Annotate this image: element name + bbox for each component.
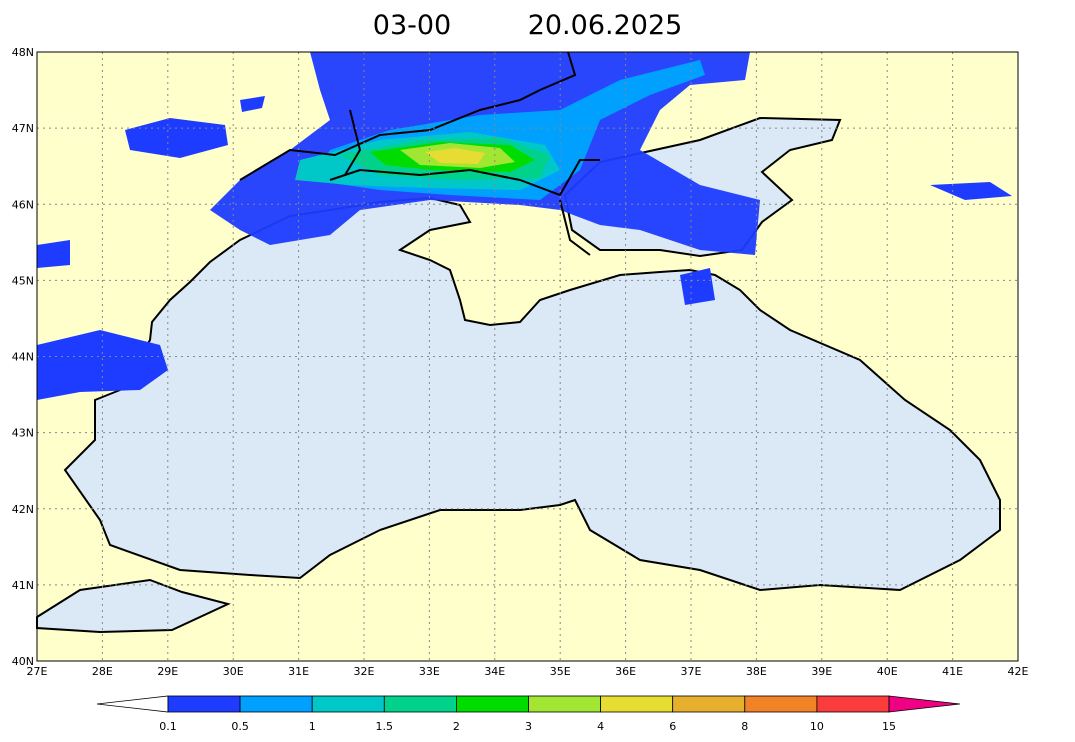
colorbar: 0.1 0.5 1 1.5 2 3 4 6 8 10 15 <box>96 695 961 733</box>
precip-area <box>425 148 485 164</box>
lat-label: 48N <box>12 46 34 59</box>
colorbar-segment <box>167 695 241 713</box>
sea-of-marmara <box>36 578 231 634</box>
lat-label: 47N <box>12 122 34 135</box>
colorbar-segment <box>816 695 890 713</box>
title-date: 20.06.2025 <box>528 10 683 41</box>
colorbar-segment <box>672 695 746 713</box>
title-time: 03-00 <box>373 10 451 41</box>
borders <box>239 51 600 256</box>
lat-label: 42N <box>12 503 34 516</box>
colorbar-label: 6 <box>669 720 676 733</box>
lon-label: 35E <box>550 665 571 678</box>
lon-label: 30E <box>223 665 244 678</box>
lat-label: 45N <box>12 274 34 287</box>
lon-label: 33E <box>419 665 440 678</box>
lat-label: 46N <box>12 198 34 211</box>
lon-label: 28E <box>92 665 113 678</box>
colorbar-label: 4 <box>597 720 604 733</box>
precipitation <box>37 52 1012 400</box>
colorbar-segment <box>239 695 313 713</box>
lon-label: 36E <box>615 665 636 678</box>
lon-label: 37E <box>681 665 702 678</box>
colorbar-label: 1.5 <box>376 720 394 733</box>
precip-area <box>240 96 265 112</box>
lat-label: 43N <box>12 427 34 440</box>
lon-label: 31E <box>288 665 309 678</box>
colorbar-segment <box>528 695 601 713</box>
colorbar-label: 0.1 <box>159 720 177 733</box>
lon-label: 42E <box>1008 665 1029 678</box>
colorbar-label: 15 <box>882 720 896 733</box>
colorbar-segment <box>600 695 674 713</box>
colorbar-label: 10 <box>810 720 824 733</box>
lon-label: 38E <box>746 665 767 678</box>
map-frame <box>36 51 1019 662</box>
lon-label: 29E <box>157 665 178 678</box>
colorbar-over <box>888 695 961 713</box>
lat-label: 41N <box>12 579 34 592</box>
precip-area <box>930 182 1012 200</box>
colorbar-label: 8 <box>741 720 748 733</box>
colorbar-segment <box>744 695 818 713</box>
colorbar-segment <box>383 695 457 713</box>
colorbar-label: 3 <box>525 720 532 733</box>
lon-label: 32E <box>354 665 375 678</box>
colorbar-segment <box>455 695 529 713</box>
lat-label: 40N <box>12 655 34 668</box>
lon-label: 27E <box>27 665 48 678</box>
colorbar-label: 1 <box>309 720 316 733</box>
precip-area <box>680 268 715 305</box>
precip-area <box>37 240 70 268</box>
lon-label: 40E <box>877 665 898 678</box>
map <box>36 51 1019 662</box>
lon-label: 39E <box>811 665 832 678</box>
precip-area <box>125 118 228 158</box>
lat-label: 44N <box>12 351 34 364</box>
colorbar-label: 2 <box>453 720 460 733</box>
graticule <box>37 52 1018 661</box>
lon-label: 41E <box>942 665 963 678</box>
colorbar-segment <box>311 695 385 713</box>
colorbar-label: 0.5 <box>231 720 249 733</box>
lon-label: 34E <box>484 665 505 678</box>
